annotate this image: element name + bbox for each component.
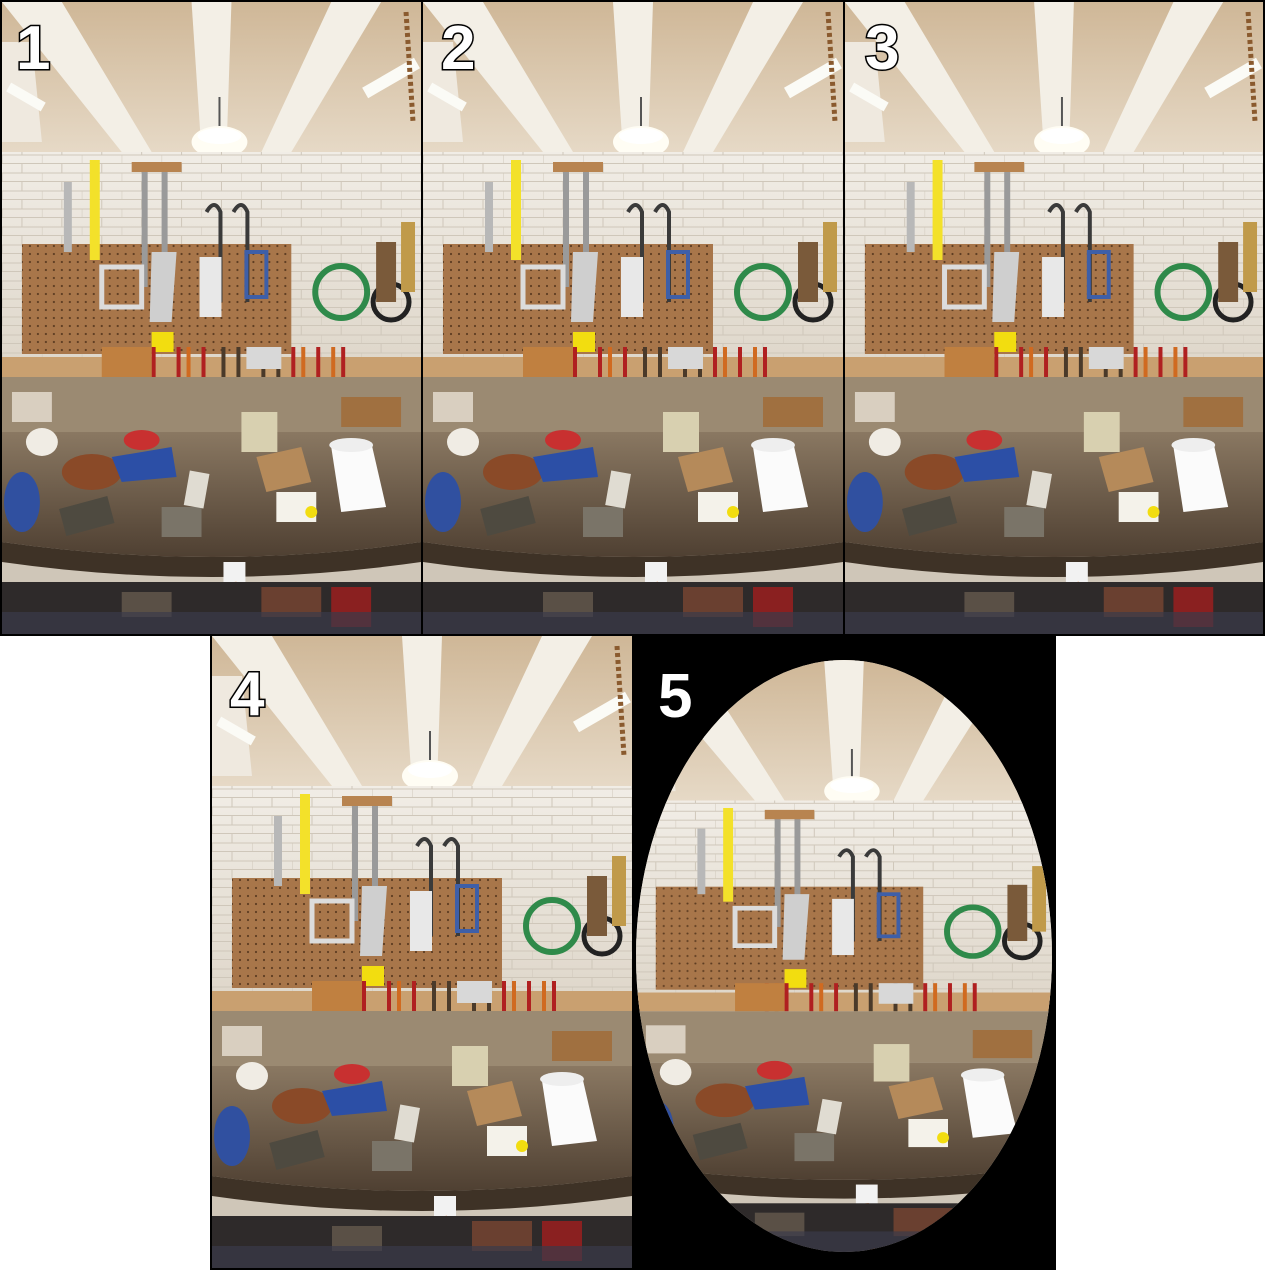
panel-5: 5 xyxy=(632,634,1056,1270)
panel-2-number: 2 xyxy=(439,14,477,83)
panel-2: 2 xyxy=(421,0,845,636)
panel-3: 3 xyxy=(843,0,1265,636)
panel-1: 1 xyxy=(0,0,423,636)
workshop-photo-1 xyxy=(2,2,421,634)
workshop-photo-5 xyxy=(636,660,1052,1252)
panel-1-number: 1 xyxy=(14,14,52,83)
panel-3-number: 3 xyxy=(863,14,901,83)
fisheye-frame xyxy=(636,660,1052,1252)
panel-4-number: 4 xyxy=(228,660,266,729)
panel-4: 4 xyxy=(210,634,634,1270)
workshop-photo-4 xyxy=(212,636,632,1268)
workshop-photo-3 xyxy=(845,2,1263,634)
workshop-photo-2 xyxy=(423,2,843,634)
panel-5-number: 5 xyxy=(656,662,694,731)
